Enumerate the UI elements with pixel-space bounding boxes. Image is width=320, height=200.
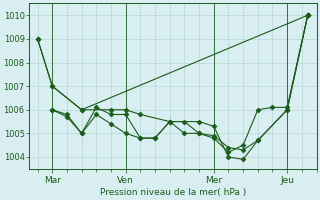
X-axis label: Pression niveau de la mer( hPa ): Pression niveau de la mer( hPa ) — [100, 188, 246, 197]
